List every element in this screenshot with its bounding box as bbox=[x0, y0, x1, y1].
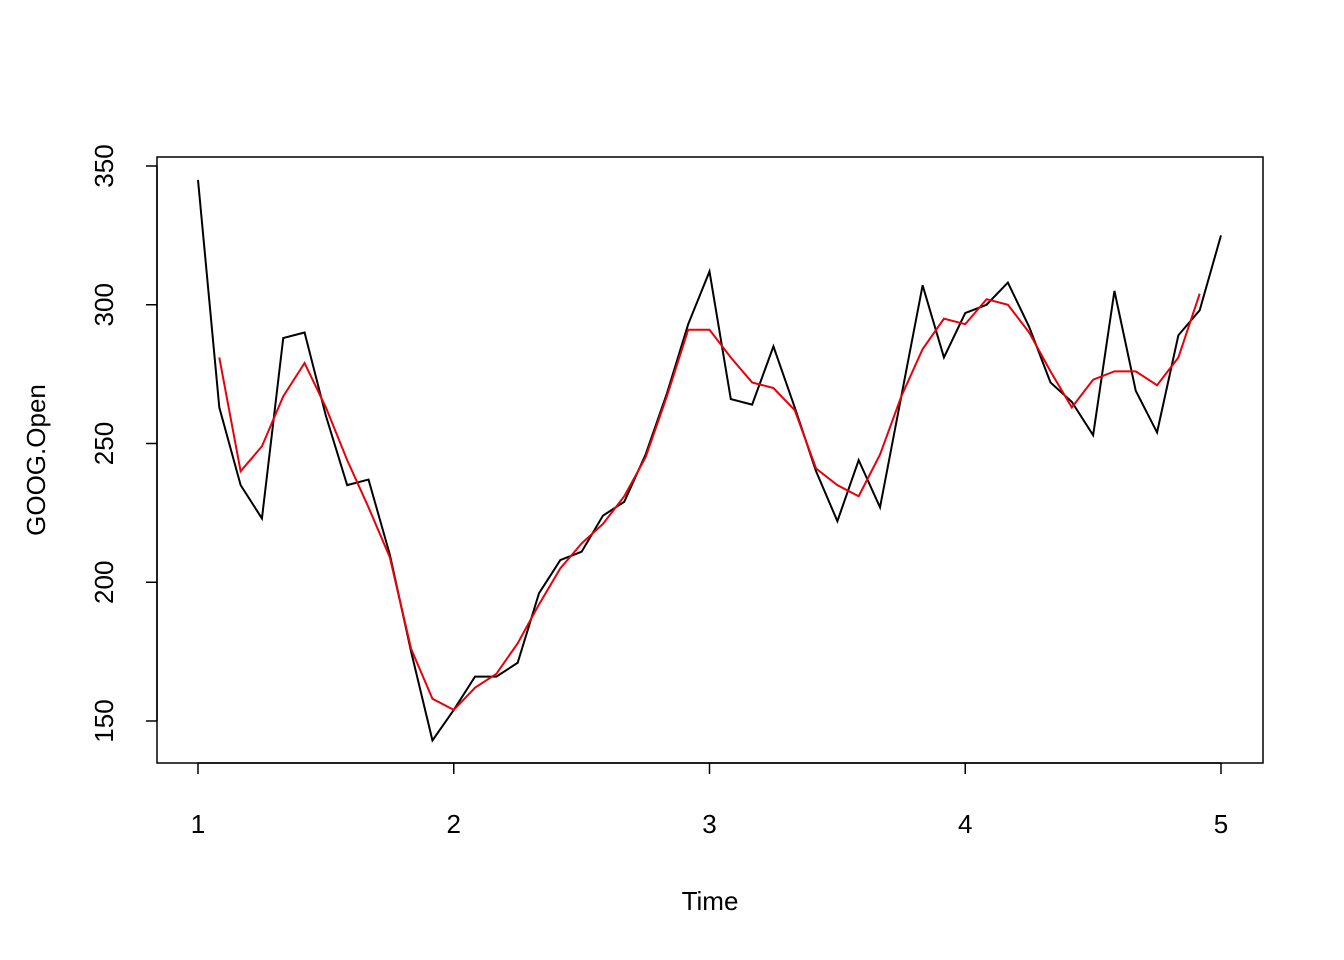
y-tick-label: 300 bbox=[89, 283, 119, 326]
x-tick-label: 2 bbox=[447, 809, 461, 839]
x-tick-label: 1 bbox=[191, 809, 205, 839]
series-line-2 bbox=[218, 293, 1201, 712]
y-tick-label: 200 bbox=[89, 561, 119, 604]
y-axis-label: GOOG.Open bbox=[21, 384, 51, 536]
x-tick-label: 5 bbox=[1214, 809, 1228, 839]
y-tick-label: 250 bbox=[89, 422, 119, 465]
x-axis: 1 2 3 4 5 bbox=[191, 762, 1228, 839]
y-tick-label: 150 bbox=[89, 699, 119, 742]
x-axis-label: Time bbox=[682, 886, 739, 916]
x-tick-label: 3 bbox=[702, 809, 716, 839]
series-layer bbox=[197, 179, 1222, 743]
plot-frame bbox=[156, 156, 1264, 764]
y-axis: 150 200 250 300 350 bbox=[89, 144, 158, 743]
x-tick-label: 4 bbox=[958, 809, 972, 839]
series-line-1 bbox=[197, 179, 1222, 743]
y-tick-label: 350 bbox=[89, 144, 119, 187]
